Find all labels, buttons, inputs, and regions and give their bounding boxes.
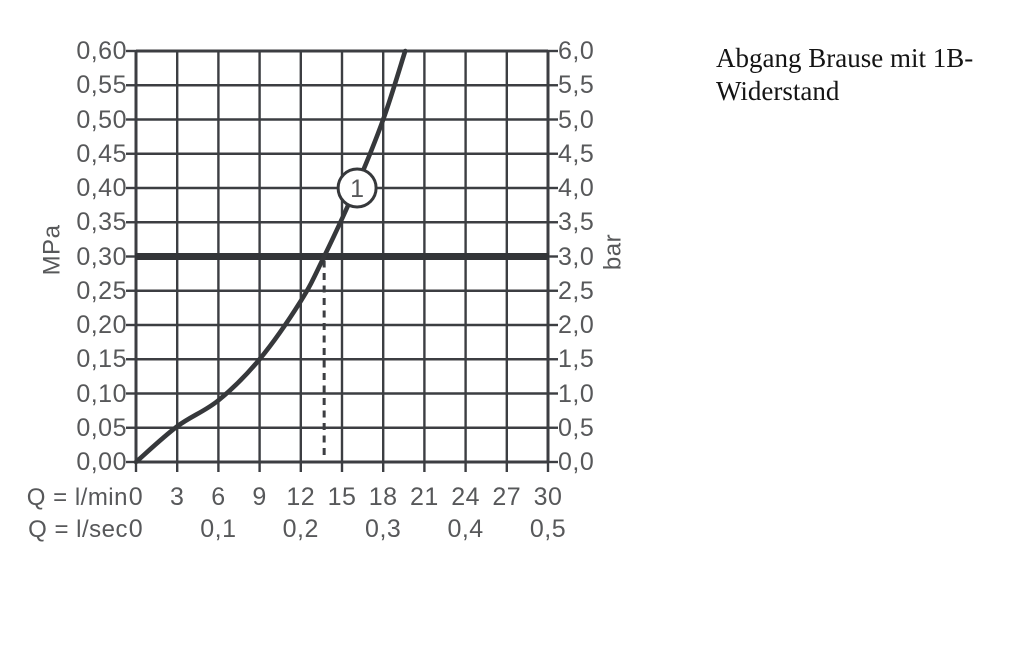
x-axis-lmin-tick-label: 30	[533, 483, 563, 511]
x-axis-lmin-tick-label: 6	[211, 483, 226, 511]
x-axis-lmin-unit-label: Q = l/min	[26, 484, 128, 511]
y-axis-right-tick-label: 4,5	[558, 139, 595, 168]
y-axis-right-tick-label: 0,5	[558, 413, 595, 442]
y-axis-left-tick-label: 0,60	[76, 37, 127, 65]
series-marker-label: 1	[350, 175, 364, 203]
y-axis-left-tick-label: 0,40	[76, 174, 127, 202]
flow-curve	[133, 48, 408, 465]
y-axis-left-tick-label: 0,05	[76, 413, 127, 442]
flow-pressure-chart: 1 MPa bar Q = l/min Q = l/sec 0,60 0,55 0,…	[26, 37, 627, 543]
y-axis-left-tick-label: 0,45	[76, 139, 127, 168]
y-axis-left-tick-label: 0,25	[76, 276, 127, 305]
y-axis-right-tick-label: 2,5	[558, 276, 595, 305]
y-axis-right-tick-label: 0,0	[558, 448, 595, 476]
y-axis-left-tick-label: 0,35	[76, 208, 127, 237]
y-axis-left-tick-label: 0,30	[76, 242, 127, 271]
y-axis-left-tick-label: 0,55	[76, 71, 127, 100]
x-axis-lmin-tick-label: 12	[286, 483, 316, 511]
y-axis-right-tick-label: 5,5	[558, 71, 595, 100]
x-axis-lsec-unit-label: Q = l/sec	[28, 516, 128, 543]
x-axis-lmin-tick-label: 15	[327, 483, 357, 511]
y-axis-left-tick-label: 0,50	[76, 105, 127, 134]
y-axis-right-tick-label: 3,5	[558, 208, 595, 237]
y-axis-left-tick-label: 0,10	[76, 379, 127, 408]
series-marker-circle	[336, 167, 378, 209]
x-axis-lmin-tick-label: 21	[409, 483, 439, 511]
y-axis-right-tick-label: 3,0	[558, 242, 595, 271]
chart-canvas: 1	[126, 48, 558, 472]
y-axis-left-tick-label: 0,00	[76, 448, 127, 476]
x-axis-lsec-tick-label: 0,1	[200, 515, 237, 543]
x-axis-lmin-tick-label: 3	[169, 483, 185, 511]
y-axis-right-tick-label: 1,0	[558, 379, 595, 408]
y-axis-right-tick-label: 6,0	[558, 37, 595, 65]
y-axis-left-tick-label: 0,20	[76, 311, 127, 339]
chart-title: Abgang Brause mit 1B- Widerstand	[716, 42, 1006, 108]
x-axis-lmin-tick-label: 18	[368, 483, 398, 511]
y-axis-right-tick-label: 1,5	[558, 345, 595, 374]
x-axis-lmin-tick-label: 0	[128, 483, 144, 511]
x-axis-lmin-tick-label: 9	[252, 483, 267, 511]
y-axis-right-tick-label: 5,0	[558, 105, 595, 134]
y-axis-right-tick-label: 2,0	[558, 311, 595, 339]
y-axis-left-tick-label: 0,15	[76, 345, 127, 374]
y-axis-right-tick-label: 4,0	[558, 174, 595, 202]
chart-title-line-1: Abgang Brause mit 1B-	[716, 43, 974, 73]
x-axis-lmin-tick-label: 27	[492, 483, 522, 511]
x-axis-lmin-tick-label: 24	[451, 483, 480, 511]
chart-title-line-2: Widerstand	[716, 76, 840, 106]
x-axis-lsec-tick-label: 0,5	[529, 515, 567, 543]
x-axis-lsec-tick-label: 0	[128, 515, 144, 543]
x-axis-lsec-tick-label: 0,2	[282, 515, 319, 543]
x-axis-lsec-tick-label: 0,3	[365, 515, 402, 543]
x-axis-lsec-tick-label: 0,4	[447, 515, 484, 543]
